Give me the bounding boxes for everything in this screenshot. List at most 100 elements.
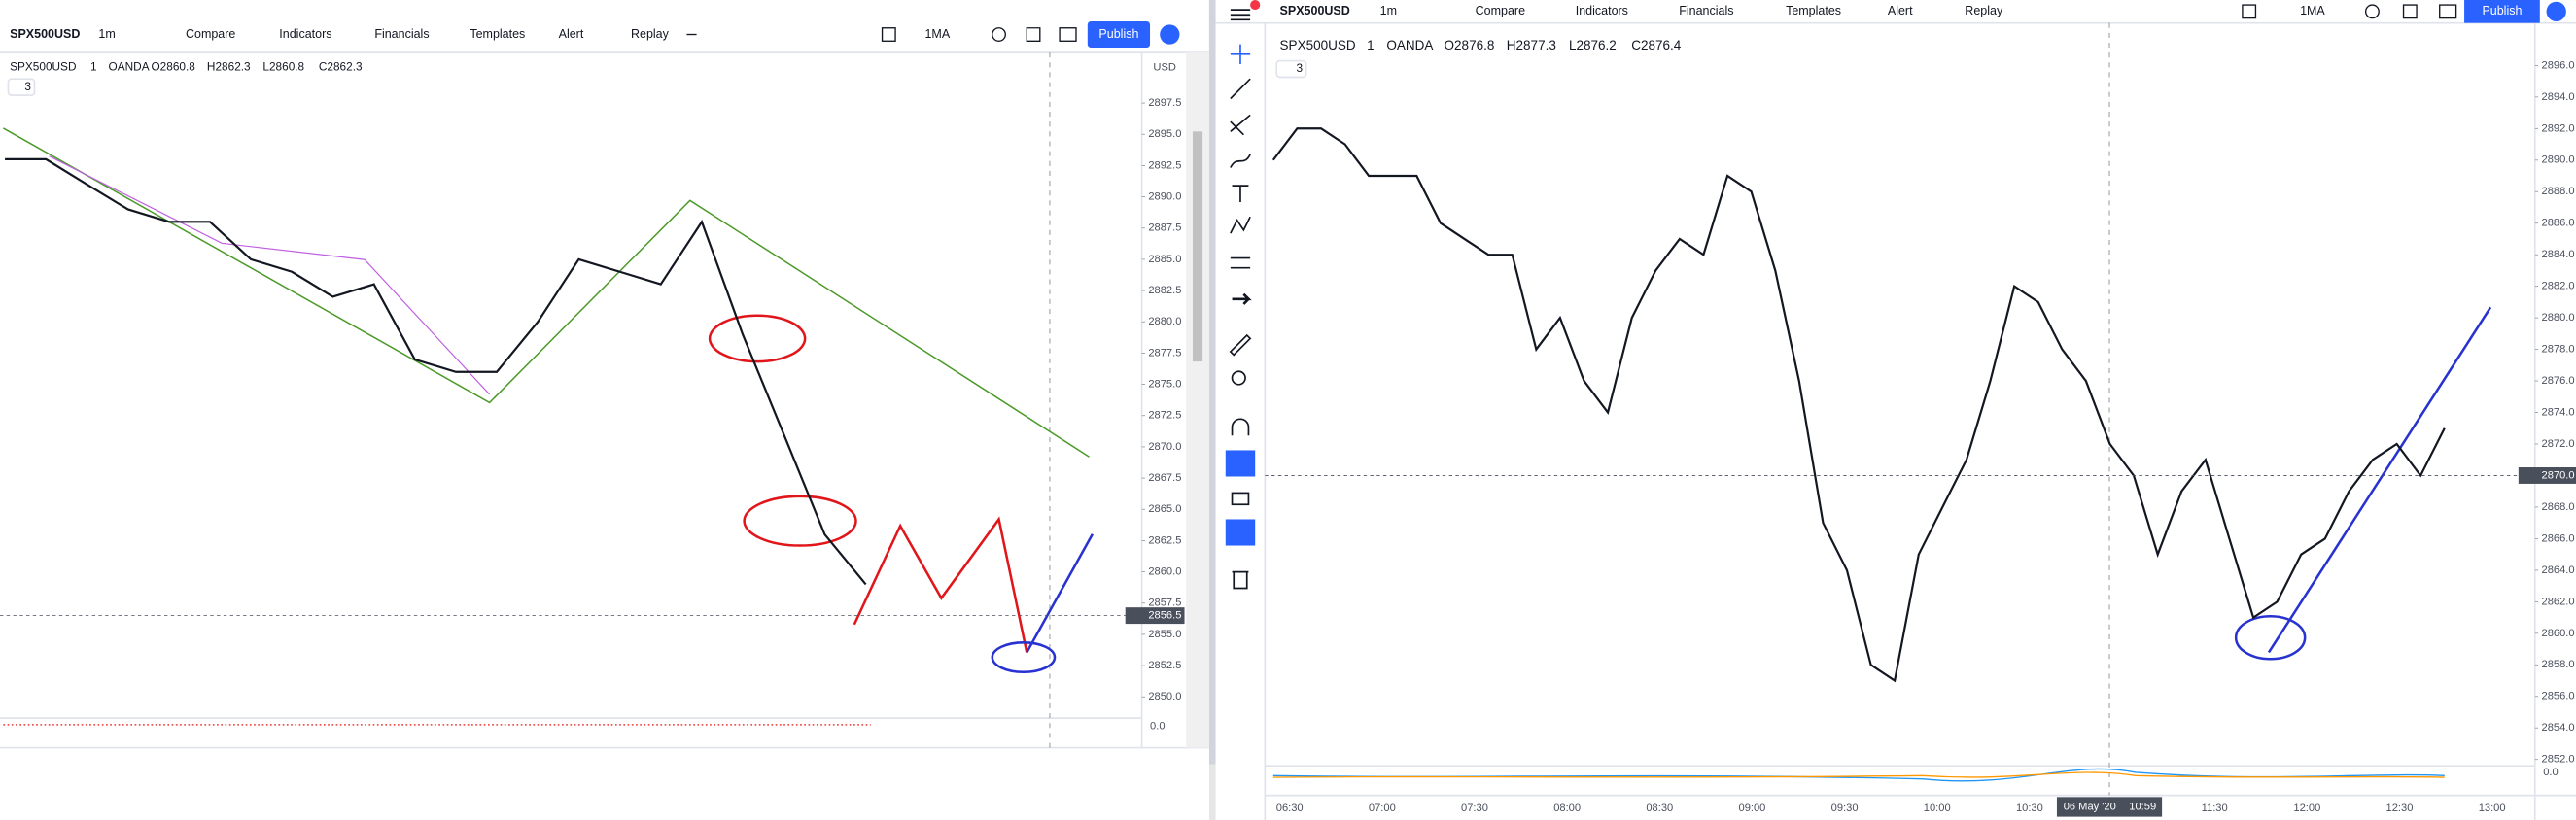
price-line [1271, 127, 2446, 683]
publish-button[interactable] [2464, 0, 2540, 23]
study[interactable]: 1MA [924, 27, 950, 41]
zoom-tool[interactable] [1231, 370, 1246, 386]
toolbar-item[interactable]: Indicators [1576, 4, 1628, 17]
hide-tool[interactable] [1225, 519, 1256, 546]
play-button[interactable] [2546, 1, 2566, 21]
x-tick-label: 10:00 [1924, 803, 1951, 814]
collapse-box[interactable] [7, 78, 36, 96]
layout-icon[interactable] [2242, 4, 2257, 19]
scrollbar-thumb[interactable] [1192, 131, 1203, 362]
zigzag-projection [853, 516, 1028, 653]
pattern-tool[interactable] [1230, 216, 1251, 234]
legend-ohlc: C2876.4 [1631, 38, 1682, 52]
play-button[interactable] [1160, 24, 1180, 45]
brush-tool[interactable] [1230, 154, 1251, 168]
symbol[interactable]: SPX500USD [10, 27, 80, 41]
y-tick-label: 2868.0 [2542, 501, 2575, 513]
interval[interactable]: 1m [1380, 4, 1397, 17]
y-tick-label: 2874.0 [2542, 406, 2575, 418]
fullscreen-icon[interactable] [2402, 4, 2418, 19]
layout-icon[interactable] [881, 27, 896, 42]
y-tick-label: 2892.0 [2542, 122, 2575, 134]
toolbar-item[interactable]: Compare [186, 27, 235, 41]
toolbar-item[interactable]: Templates [470, 27, 525, 41]
y-tick-label: 2876.0 [2542, 375, 2575, 387]
projection-line [1026, 533, 1094, 654]
legend-collapse[interactable]: 3 [1296, 61, 1303, 75]
toolbar-item[interactable]: Financials [1679, 4, 1733, 17]
y-tick-label: 2858.0 [2542, 659, 2575, 670]
fib-tool[interactable] [1230, 114, 1251, 136]
study[interactable]: 1MA [2300, 4, 2325, 17]
indicator-signal [1272, 771, 2445, 778]
toolbar-item[interactable]: Alert [559, 27, 584, 41]
toolbar-item[interactable]: Financials [374, 27, 429, 41]
trash-tool[interactable] [1232, 570, 1249, 590]
y-tick-label: 2852.5 [1148, 660, 1181, 671]
y-tick-label: 2890.0 [2542, 154, 2575, 166]
y-tick-label: 2878.0 [2542, 344, 2575, 356]
x-tick-label: 11:30 [2202, 803, 2228, 814]
settings-icon[interactable] [992, 27, 1006, 42]
y-tick-label: 2882.0 [2542, 281, 2575, 292]
currency: USD [1153, 61, 1176, 73]
y-tick-label: 2890.0 [1148, 191, 1181, 203]
x-tick-label: 06:30 [1276, 803, 1304, 814]
publish-label[interactable]: Publish [1098, 27, 1138, 41]
scrollbar [1186, 52, 1209, 748]
toolbar-item[interactable]: Replay [1965, 4, 2003, 17]
snapshot-icon[interactable] [2439, 4, 2457, 19]
text-tool[interactable] [1232, 185, 1249, 203]
y-tick-label: 2867.5 [1148, 472, 1181, 484]
symbol[interactable]: SPX500USD [1280, 4, 1350, 17]
settings-icon[interactable] [2364, 4, 2380, 19]
ruler-tool[interactable] [1229, 333, 1252, 357]
trend-line [49, 155, 491, 395]
y-tick-label: 2850.0 [1148, 691, 1181, 702]
menu-icon[interactable] [1230, 9, 1251, 21]
divider [1208, 0, 1216, 820]
circle-marker [2234, 615, 2307, 661]
legend-ohlc: H2862.3 [207, 59, 251, 73]
toolbar-item[interactable]: Templates [1786, 4, 1841, 17]
magnet-tool[interactable] [1231, 418, 1250, 436]
y-tick-label: 2897.5 [1148, 97, 1181, 109]
left-window [0, 0, 1209, 820]
publish-label[interactable]: Publish [2482, 4, 2522, 17]
notification-badge [1250, 0, 1261, 11]
y-tick-label: 2865.0 [1148, 503, 1181, 515]
fullscreen-icon[interactable] [1026, 27, 1041, 42]
toolbar-item[interactable]: Alert [1888, 4, 1913, 17]
legend-collapse[interactable]: 3 [24, 80, 31, 93]
toolbar-item[interactable]: Replay [631, 27, 670, 41]
y-tick-label: 2860.0 [1148, 566, 1181, 578]
indicator-zero: 0.0 [1150, 721, 1165, 733]
current-price-label: 2856.5 [1148, 610, 1181, 622]
indicator-zero: 0.0 [2543, 767, 2558, 778]
toolbar-item[interactable]: Compare [1476, 4, 1525, 17]
y-tick-label: 2872.0 [2542, 438, 2575, 450]
toolbar-icons [686, 27, 1077, 42]
drawing-tools [1225, 9, 1256, 590]
lock-tool[interactable] [1231, 492, 1250, 506]
y-tick-label: 2882.5 [1148, 285, 1181, 296]
interval[interactable]: 1m [98, 27, 115, 41]
cross-tool[interactable] [1230, 44, 1251, 64]
trend-tool[interactable] [1230, 78, 1251, 100]
snapshot-icon[interactable] [1059, 27, 1077, 42]
collapse-box[interactable] [1275, 59, 1307, 79]
y-tick-label: 2860.0 [2542, 628, 2575, 639]
y-tick-label: 2885.0 [1148, 254, 1181, 265]
stay-drawing[interactable] [1225, 450, 1256, 477]
arrow-tool[interactable] [1232, 292, 1252, 305]
toolbar-item[interactable]: Indicators [279, 27, 331, 41]
y-tick-label: 2854.0 [2542, 722, 2575, 734]
publish-button[interactable] [1087, 20, 1151, 49]
forecast-tool[interactable] [1230, 256, 1251, 269]
y-tick-label: 2864.0 [2542, 564, 2575, 576]
drawing-toolbar [1215, 0, 1266, 820]
legend-ohlc: H2877.3 [1507, 38, 1556, 52]
x-tick-label: 10:30 [2016, 803, 2043, 814]
